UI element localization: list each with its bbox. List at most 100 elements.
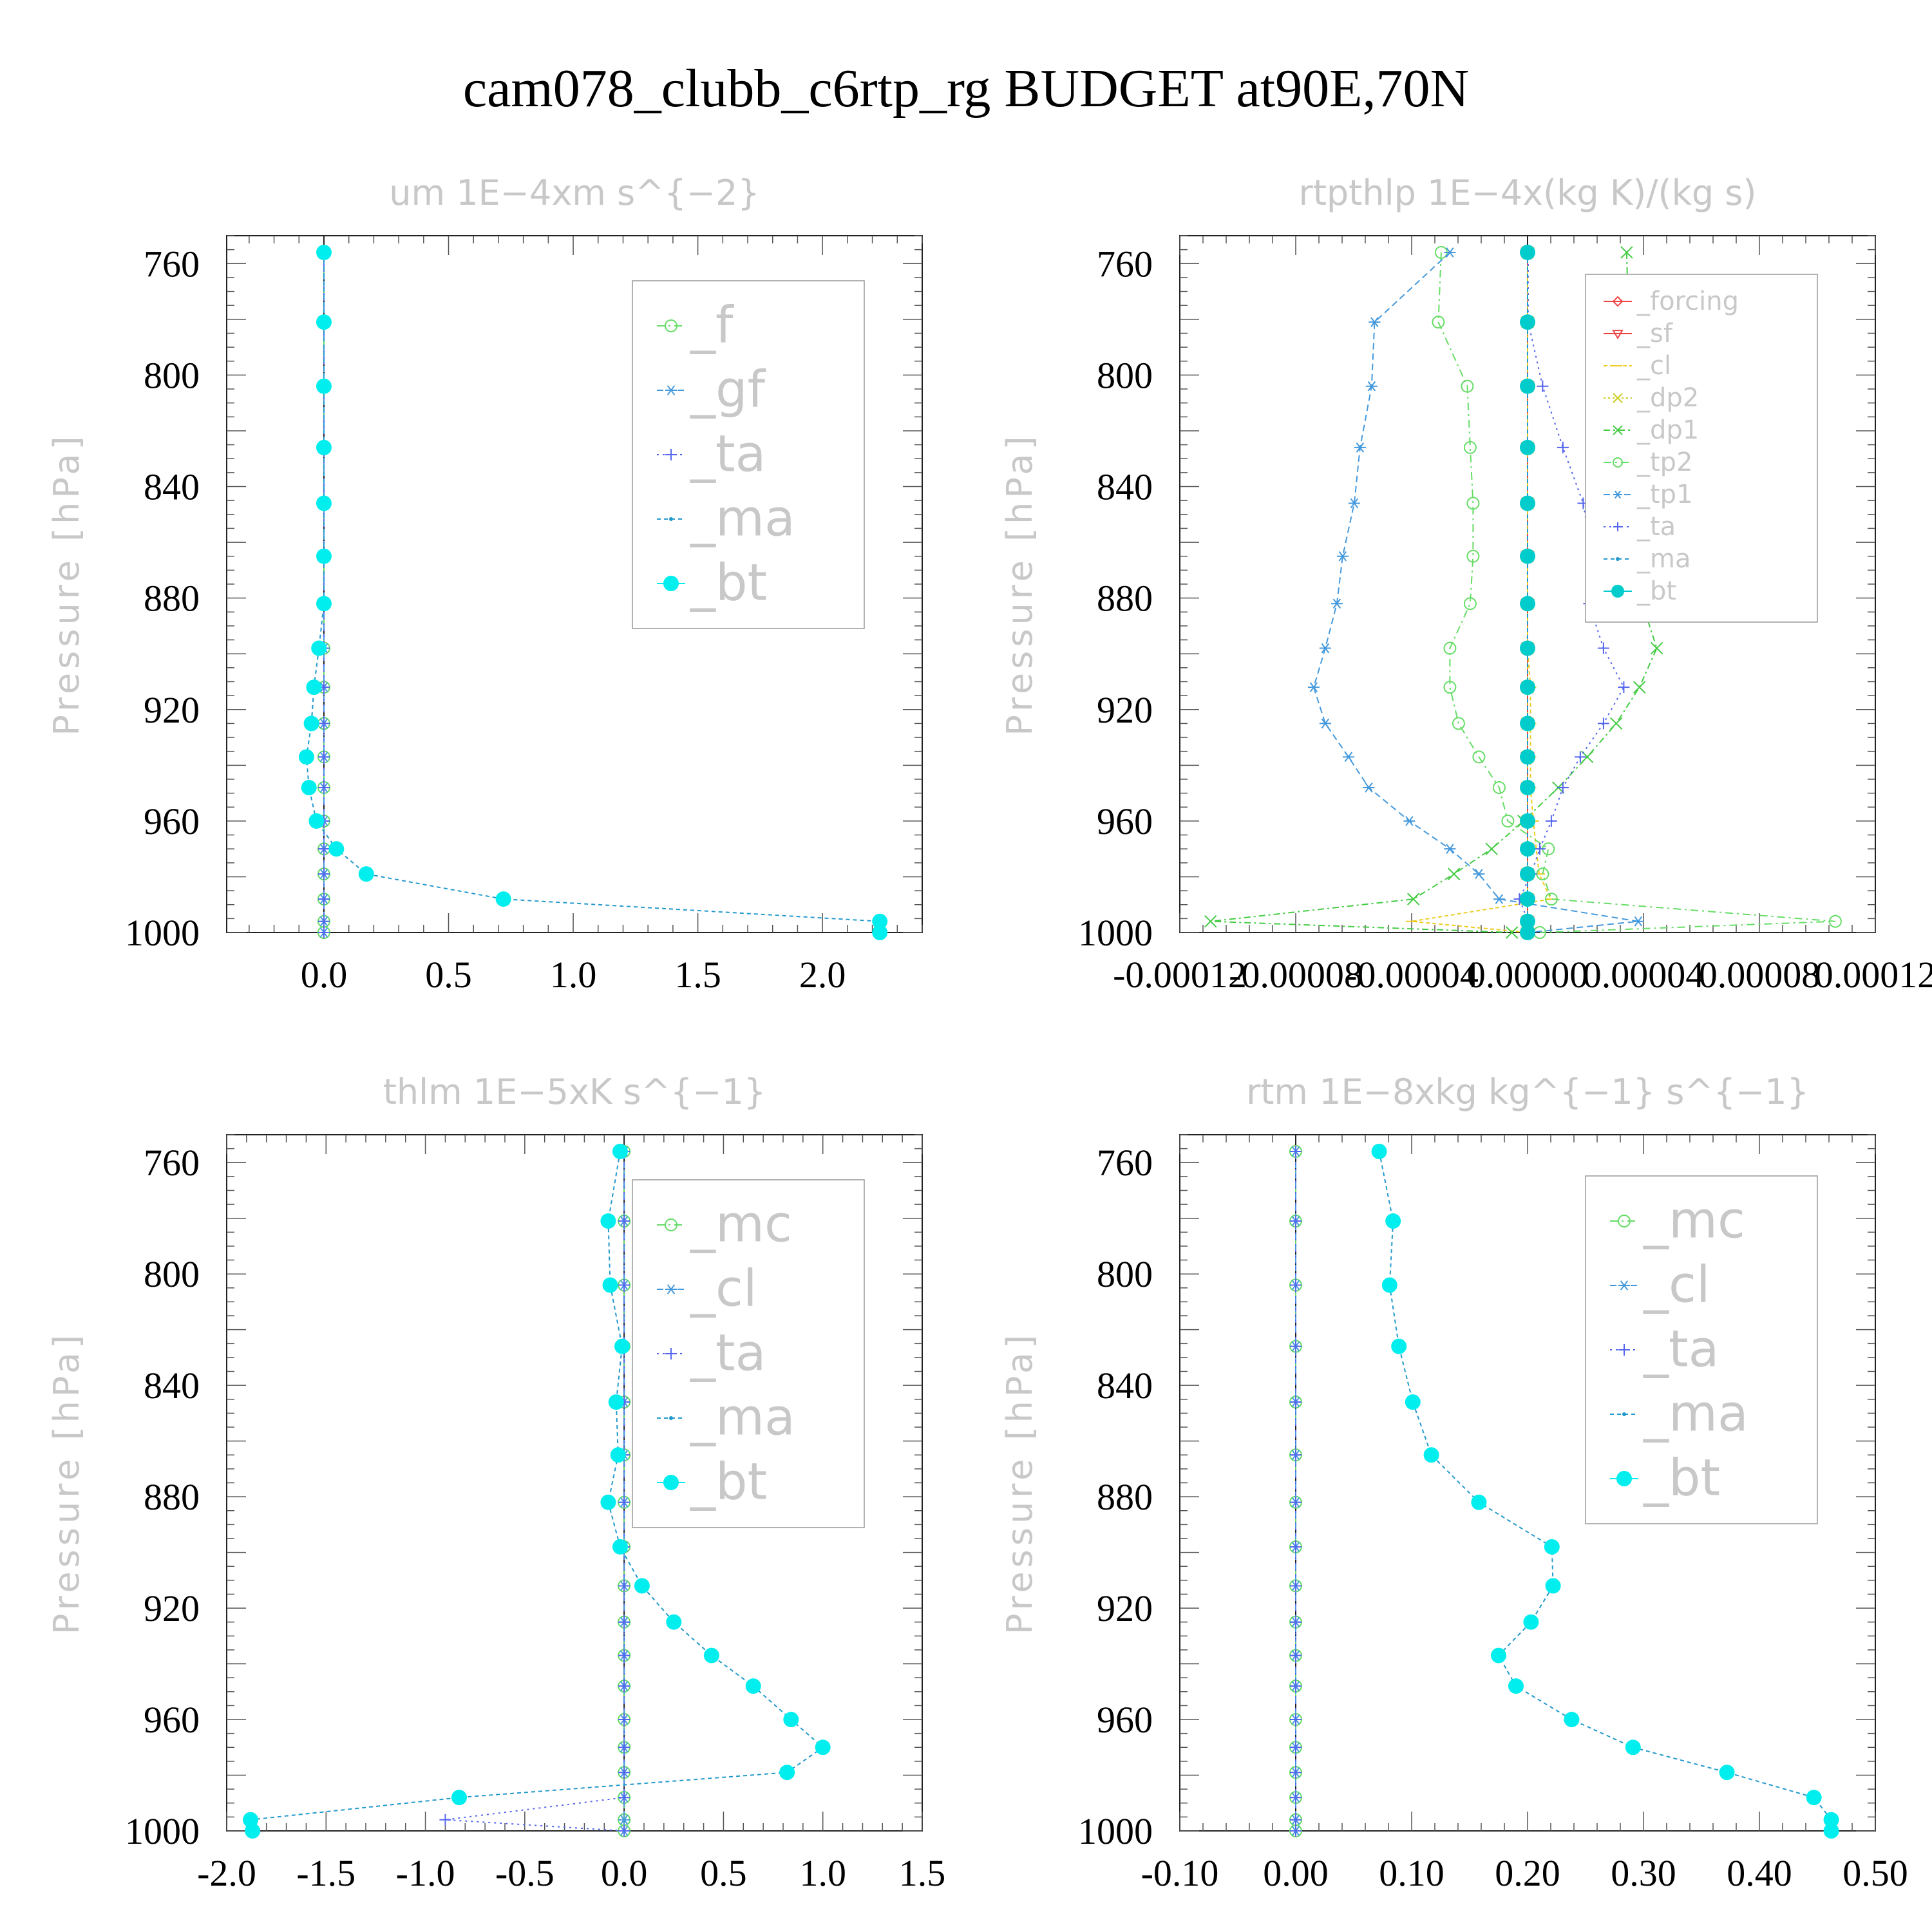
legend-marker bbox=[1613, 425, 1623, 435]
legend-label: _tp2 bbox=[1636, 448, 1693, 477]
data-point bbox=[1472, 750, 1486, 764]
legend-entry: _ta bbox=[657, 1325, 766, 1383]
panel-title: rtm 1E−8xkg kg^{−1} s^{−1} bbox=[1246, 1072, 1809, 1112]
y-tick-label: 880 bbox=[144, 578, 200, 620]
data-point bbox=[618, 1766, 630, 1779]
y-tick-label: 800 bbox=[1097, 1253, 1153, 1295]
legend-marker bbox=[665, 385, 677, 395]
legend-label: _ta bbox=[1636, 512, 1676, 542]
data-point bbox=[317, 843, 330, 855]
data-point bbox=[1331, 598, 1343, 609]
legend-label: _dp1 bbox=[1636, 415, 1699, 445]
series-cl bbox=[1406, 251, 1557, 933]
legend-label: _ma bbox=[690, 490, 795, 548]
series-line bbox=[1378, 1151, 1832, 1831]
data-point bbox=[1423, 1447, 1439, 1463]
data-point bbox=[1385, 1213, 1401, 1229]
data-point bbox=[600, 1213, 616, 1229]
x-tick-label: 2.0 bbox=[799, 954, 846, 996]
legend-marker bbox=[665, 319, 677, 332]
data-point bbox=[872, 925, 888, 940]
legend-marker bbox=[1613, 457, 1623, 468]
x-tick-label: 1.5 bbox=[899, 1852, 946, 1894]
legend-marker bbox=[1613, 490, 1622, 499]
legend-entry: _ma bbox=[657, 1389, 795, 1447]
y-tick-label: 800 bbox=[1097, 354, 1153, 396]
legend-label: _ta bbox=[690, 1325, 766, 1383]
data-point bbox=[316, 314, 332, 330]
data-point bbox=[703, 1647, 719, 1663]
data-point bbox=[1520, 841, 1535, 857]
data-point bbox=[1365, 381, 1378, 392]
data-point bbox=[1544, 1539, 1560, 1555]
series-line bbox=[445, 1151, 625, 1832]
data-point bbox=[1491, 1647, 1506, 1663]
data-point bbox=[1444, 844, 1456, 854]
y-tick-label: 920 bbox=[1097, 1587, 1153, 1629]
data-point bbox=[618, 1279, 630, 1291]
series-line bbox=[1411, 252, 1552, 933]
x-tick-label: 0.0 bbox=[601, 1852, 648, 1894]
data-point bbox=[1368, 317, 1381, 327]
data-point bbox=[308, 813, 325, 829]
x-tick-label: -1.0 bbox=[396, 1852, 455, 1894]
x-tick-label: 0.00 bbox=[1263, 1852, 1329, 1894]
data-point bbox=[303, 715, 319, 732]
data-point bbox=[1290, 1145, 1302, 1157]
data-point bbox=[1557, 441, 1569, 453]
legend-marker bbox=[1616, 557, 1620, 561]
series-line bbox=[249, 1151, 824, 1832]
data-point bbox=[618, 1215, 630, 1227]
data-point bbox=[1485, 842, 1498, 855]
legend-entry: _mc bbox=[1610, 1192, 1745, 1250]
data-point bbox=[1363, 782, 1375, 793]
series-bt bbox=[298, 244, 888, 940]
series-tp1 bbox=[1307, 247, 1644, 938]
data-point bbox=[1290, 1215, 1302, 1227]
y-tick-label: 840 bbox=[144, 466, 200, 508]
legend-entry: _dp1 bbox=[1604, 415, 1699, 445]
legend-marker bbox=[665, 1218, 677, 1231]
data-point bbox=[618, 1792, 630, 1804]
y-tick-label: 880 bbox=[1097, 1476, 1153, 1518]
panel-title: thlm 1E−5xK s^{−1} bbox=[383, 1072, 766, 1112]
x-tick-label: 0.0 bbox=[301, 954, 348, 996]
data-point bbox=[1290, 1540, 1302, 1553]
data-point bbox=[1545, 815, 1557, 827]
legend-marker bbox=[1616, 1471, 1632, 1486]
data-point bbox=[1290, 1396, 1302, 1408]
legend-entry: _forcing bbox=[1604, 287, 1739, 316]
data-point bbox=[1290, 1741, 1302, 1754]
x-tick-label: 0.00012 bbox=[1815, 954, 1932, 996]
data-point bbox=[610, 1447, 626, 1463]
data-point bbox=[1319, 718, 1331, 729]
data-point bbox=[1444, 247, 1456, 258]
y-tick-label: 840 bbox=[1097, 1365, 1153, 1406]
data-point bbox=[1336, 551, 1349, 562]
data-point bbox=[614, 1338, 630, 1354]
data-point bbox=[602, 1277, 618, 1293]
legend-marker bbox=[1611, 585, 1624, 598]
data-point bbox=[316, 244, 332, 260]
data-point bbox=[1348, 498, 1360, 509]
data-point bbox=[1520, 314, 1535, 330]
data-point bbox=[317, 781, 330, 793]
y-tick-label: 880 bbox=[1097, 578, 1153, 620]
x-tick-label: 1.0 bbox=[550, 954, 597, 996]
data-point bbox=[1618, 681, 1630, 694]
x-tick-label: -0.5 bbox=[495, 1852, 554, 1894]
data-point bbox=[618, 1714, 630, 1726]
data-point bbox=[1828, 914, 1842, 928]
data-point bbox=[1501, 814, 1515, 828]
data-point bbox=[245, 1823, 261, 1839]
legend-label: _mc bbox=[690, 1196, 792, 1254]
data-point bbox=[1290, 1680, 1302, 1692]
data-point bbox=[872, 913, 888, 929]
data-point bbox=[1403, 816, 1416, 826]
legend-entry: _cl bbox=[1610, 1256, 1710, 1314]
legend-marker bbox=[669, 1416, 673, 1420]
y-axis-label: Pressure [hPa] bbox=[999, 432, 1040, 735]
data-point bbox=[1520, 891, 1535, 907]
ticks bbox=[1179, 1134, 1876, 1832]
data-point bbox=[1307, 682, 1320, 692]
